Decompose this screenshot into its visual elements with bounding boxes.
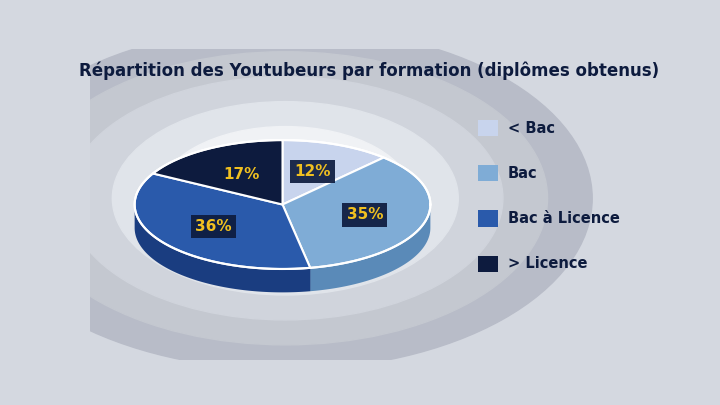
Polygon shape [282,205,310,291]
Polygon shape [135,173,310,269]
FancyBboxPatch shape [478,256,498,272]
Polygon shape [282,140,384,205]
Text: > Licence: > Licence [508,256,588,271]
Circle shape [157,126,413,270]
FancyBboxPatch shape [478,211,498,227]
Circle shape [112,102,458,295]
Polygon shape [310,204,431,291]
FancyBboxPatch shape [478,165,498,181]
Circle shape [0,27,593,370]
Circle shape [23,52,547,345]
FancyBboxPatch shape [478,120,498,136]
Text: Répartition des Youtubeurs par formation (diplômes obtenus): Répartition des Youtubeurs par formation… [79,61,659,79]
Text: 17%: 17% [223,166,259,181]
Text: Bac à Licence: Bac à Licence [508,211,620,226]
Polygon shape [153,140,282,205]
Text: Bac: Bac [508,166,538,181]
Polygon shape [135,204,310,292]
Polygon shape [282,158,431,268]
Text: 36%: 36% [195,219,231,234]
Polygon shape [282,205,310,291]
Circle shape [68,77,503,320]
Text: < Bac: < Bac [508,121,555,136]
Text: 12%: 12% [294,164,330,179]
Text: 35%: 35% [346,207,383,222]
